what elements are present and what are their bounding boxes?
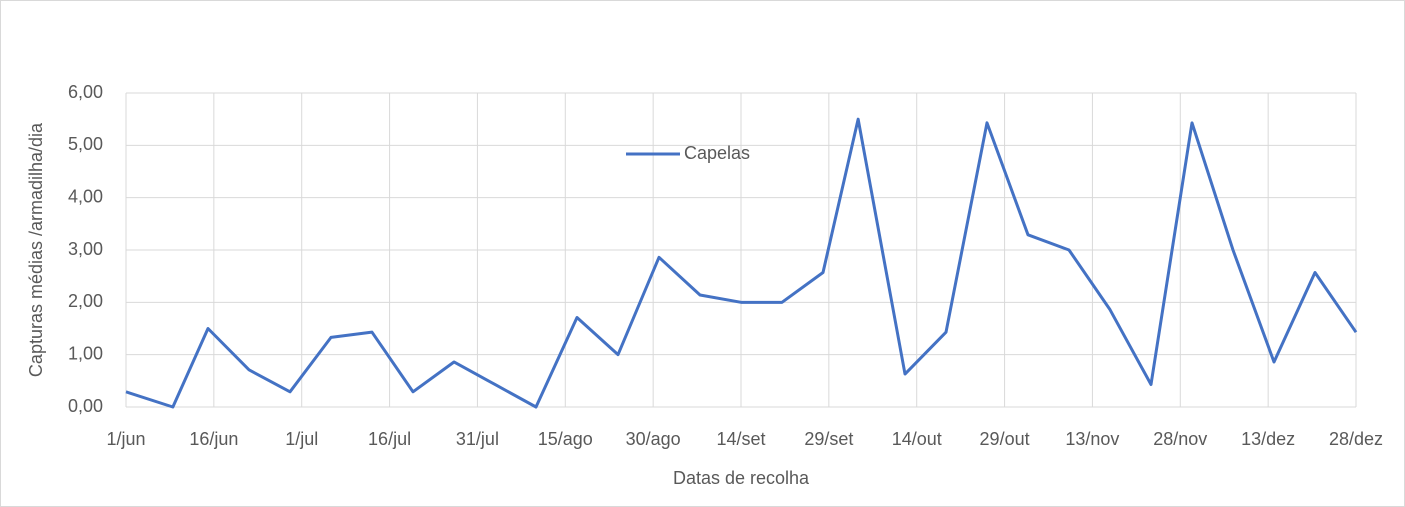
x-tick-label: 16/jul	[368, 429, 411, 449]
x-tick-label: 14/set	[716, 429, 765, 449]
y-tick-label: 2,00	[68, 291, 103, 311]
x-tick-label: 30/ago	[626, 429, 681, 449]
y-tick-label: 1,00	[68, 343, 103, 363]
y-tick-label: 6,00	[68, 82, 103, 102]
y-axis-title: Capturas médias /armadilha/dia	[26, 122, 46, 377]
y-tick-label: 3,00	[68, 239, 103, 259]
x-tick-label: 29/set	[804, 429, 853, 449]
x-tick-label: 28/dez	[1329, 429, 1383, 449]
x-tick-label: 28/nov	[1153, 429, 1207, 449]
y-tick-label: 4,00	[68, 186, 103, 206]
data-line	[125, 117, 1358, 409]
legend-label: Capelas	[684, 143, 750, 163]
x-tick-label: 1/jun	[106, 429, 145, 449]
x-tick-label: 13/nov	[1065, 429, 1119, 449]
x-tick-label: 16/jun	[189, 429, 238, 449]
y-tick-label: 0,00	[68, 396, 103, 416]
y-tick-label: 5,00	[68, 134, 103, 154]
x-tick-label: 29/out	[980, 429, 1030, 449]
x-tick-label: 1/jul	[285, 429, 318, 449]
x-tick-label: 31/jul	[456, 429, 499, 449]
x-axis-title: Datas de recolha	[673, 468, 810, 488]
x-tick-label: 15/ago	[538, 429, 593, 449]
x-tick-label: 13/dez	[1241, 429, 1295, 449]
x-tick-label: 14/out	[892, 429, 942, 449]
